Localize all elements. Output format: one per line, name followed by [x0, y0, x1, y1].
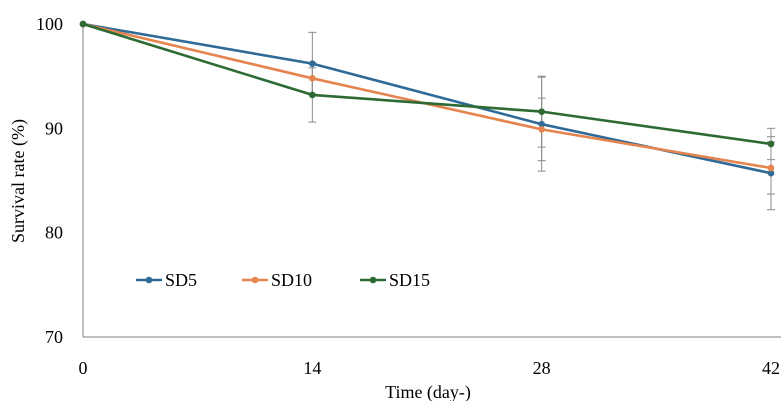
data-point-sd10 [309, 74, 316, 82]
data-point-sd15 [767, 140, 775, 148]
y-axis-title: Survival rate (%) [8, 119, 29, 243]
x-tick-label: 14 [303, 358, 321, 378]
x-tick-label: 0 [79, 358, 88, 378]
series-line-sd10 [82, 22, 772, 170]
y-tick-label: 100 [36, 14, 63, 34]
data-point-sd5 [538, 120, 545, 128]
legend-label-sd10: SD10 [271, 270, 312, 290]
series-line-sd15 [82, 22, 772, 146]
y-tick-label: 90 [45, 118, 63, 138]
legend-marker-sd10 [251, 276, 259, 284]
data-point-sd15 [309, 91, 316, 99]
y-tick-label: 70 [45, 327, 63, 347]
x-axis-title: Time (day-) [385, 382, 471, 401]
legend-label-sd15: SD15 [389, 270, 430, 290]
legend-marker-sd15 [369, 276, 377, 284]
y-tick-label: 80 [45, 223, 63, 243]
legend-marker-sd5 [145, 276, 153, 284]
x-tick-label: 28 [533, 358, 551, 378]
axes: 70 80 90 100 0 14 28 42 [36, 14, 781, 378]
x-tick-label: 42 [762, 358, 780, 378]
data-point-sd5 [309, 60, 316, 67]
data-point-sd15 [79, 20, 87, 28]
series-lines [79, 20, 775, 177]
data-point-sd10 [538, 126, 545, 133]
legend: SD5 SD10 SD15 [136, 270, 430, 290]
data-point-sd5 [767, 169, 775, 177]
data-point-sd10 [767, 164, 775, 172]
data-point-sd15 [538, 108, 545, 115]
legend-label-sd5: SD5 [165, 270, 197, 290]
